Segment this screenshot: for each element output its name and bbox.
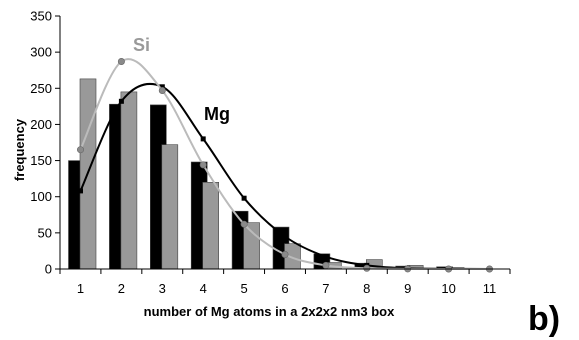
y-tick-label-300: 300 <box>30 45 52 60</box>
point-fit-mg-6 <box>282 234 288 239</box>
x-tick-label-3: 3 <box>159 281 166 296</box>
x-tick-label-2: 2 <box>118 281 125 296</box>
x-tick-label-1: 1 <box>77 281 84 296</box>
point-fit-si-6 <box>281 251 289 259</box>
point-fit-si-7 <box>322 261 330 269</box>
point-fit-mg-5 <box>241 195 247 201</box>
point-fit-mg-3 <box>159 84 165 90</box>
y-tick-label-50: 50 <box>38 225 52 240</box>
y-tick-label-100: 100 <box>30 189 52 204</box>
bar-si-4 <box>202 182 219 270</box>
point-fit-si-3 <box>158 87 166 95</box>
point-fit-mg-4 <box>200 136 206 142</box>
x-tick-label-6: 6 <box>281 281 288 296</box>
point-fit-si-8 <box>363 264 371 272</box>
x-tick-label-7: 7 <box>322 281 329 296</box>
panel-label: b) <box>528 300 560 338</box>
y-axis-label: frequency <box>12 118 27 181</box>
axes-layer: 0 50 100 150 200 250 300 350 1 2 3 4 5 6 7 8 9 10 11 <box>30 9 511 296</box>
point-fit-mg-2 <box>118 98 124 104</box>
y-tick-label-200: 200 <box>30 117 52 132</box>
x-tick-label-5: 5 <box>240 281 247 296</box>
point-fit-si-4 <box>199 161 207 169</box>
x-tick-label-9: 9 <box>404 281 411 296</box>
point-fit-si-2 <box>117 57 125 65</box>
bars-layer <box>68 78 465 270</box>
y-tick-label-0: 0 <box>45 262 52 277</box>
x-tick-label-8: 8 <box>363 281 370 296</box>
x-axis-label: number of Mg atoms in a 2x2x2 nm3 box <box>144 304 395 319</box>
y-tick-label-350: 350 <box>30 9 52 24</box>
x-tick-label-11: 11 <box>483 281 497 296</box>
mg-series-label: Mg <box>204 104 230 124</box>
y-tick-label-250: 250 <box>30 81 52 96</box>
bar-si-5 <box>243 222 260 270</box>
point-fit-mg-7 <box>323 254 329 260</box>
point-fit-si-5 <box>240 220 248 228</box>
point-fit-si-1 <box>77 146 85 154</box>
point-fit-mg-1 <box>78 188 83 194</box>
x-tick-label-4: 4 <box>200 281 207 296</box>
x-tick-label-10: 10 <box>441 281 455 296</box>
si-series-label: Si <box>133 35 150 55</box>
bar-si-3 <box>161 144 179 270</box>
y-tick-label-150: 150 <box>30 153 52 168</box>
bar-si-2 <box>120 91 138 270</box>
